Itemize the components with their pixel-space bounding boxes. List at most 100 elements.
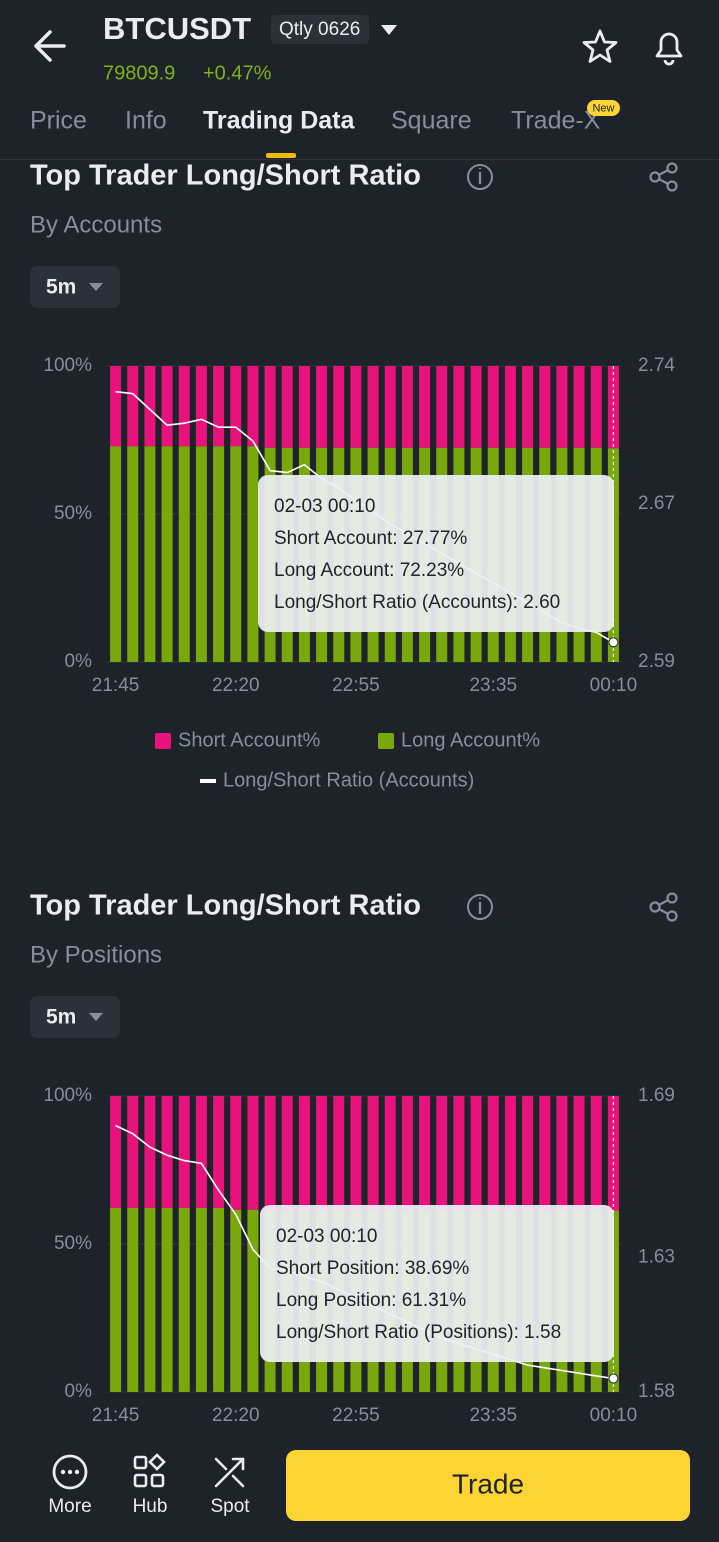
bar-segment (195, 366, 207, 447)
bar-segment (161, 446, 173, 662)
favorite-icon[interactable] (582, 29, 618, 63)
nav-label[interactable]: Hub (133, 1496, 168, 1517)
bar-segment (161, 1207, 173, 1392)
x-tick-label: 21:45 (92, 1405, 140, 1426)
bar-segment (213, 366, 225, 447)
interval-chip[interactable] (30, 996, 120, 1038)
bar-segment (178, 366, 190, 447)
x-tick-label: 23:35 (469, 675, 517, 696)
bar-segment (504, 366, 516, 448)
bar-segment (298, 1096, 310, 1210)
tooltip-line: Short Account: 27.77% (274, 528, 467, 549)
hover-point (608, 1373, 619, 1384)
bar-segment (230, 1209, 242, 1392)
x-tick-label: 00:10 (590, 675, 638, 696)
share-icon-node (666, 892, 678, 904)
bar-segment (127, 366, 139, 447)
y-tick-label: 50% (54, 1233, 92, 1254)
tab[interactable]: Square (391, 107, 472, 135)
bar-segment (247, 446, 259, 662)
hub-icon[interactable] (133, 1453, 166, 1488)
nav-label[interactable]: Spot (210, 1496, 250, 1517)
chart: Top Trader Long/Short Ratio By Accounts 5m… (30, 160, 678, 791)
bar-segment (453, 1096, 465, 1210)
trade-button[interactable] (286, 1450, 690, 1521)
bar-segment (316, 366, 328, 448)
more-icon-dot (74, 1469, 80, 1475)
legend-label[interactable]: Long Account% (401, 729, 540, 751)
bar-segment (195, 1096, 207, 1208)
price: 79809.9 (103, 62, 175, 84)
tab[interactable]: Info (125, 107, 167, 135)
badge-bg (587, 100, 620, 116)
bar-segment (178, 1207, 190, 1392)
interval-chip[interactable] (30, 266, 120, 308)
dropdown-icon[interactable] (381, 25, 397, 35)
contract-chip[interactable] (271, 15, 369, 44)
legend-label[interactable]: Long/Short Ratio (Accounts) (223, 769, 474, 791)
y2-tick-label: 1.63 (638, 1246, 675, 1267)
tab[interactable]: Trade-X (511, 107, 601, 135)
bar-segment (144, 446, 156, 662)
back-button[interactable] (34, 30, 66, 62)
bar-segment (607, 366, 619, 449)
contract: Qtly 0626 (279, 19, 360, 40)
bar-segment (333, 366, 345, 448)
bar-segment (144, 366, 156, 447)
bar-segment (367, 366, 379, 448)
spot-icon[interactable] (214, 1457, 245, 1488)
bar-segment (453, 366, 465, 448)
bar-segment (161, 1096, 173, 1208)
chart: Top Trader Long/Short Ratio By Positions 5… (30, 890, 678, 1426)
tooltip-line: Long/Short Ratio (Accounts): 2.60 (274, 592, 560, 613)
bar-segment (110, 1096, 122, 1208)
share-icon-node (666, 180, 678, 192)
bar-segment (590, 1096, 602, 1210)
bar-segment (556, 1096, 568, 1210)
info-icon[interactable] (467, 894, 493, 920)
bar-segment (470, 366, 482, 448)
notification-icon[interactable] (655, 32, 683, 66)
x-tick-label: 23:35 (469, 1405, 517, 1426)
bar-segment (401, 1096, 413, 1210)
bar-segment (247, 366, 259, 447)
tooltip-line: Long Position: 61.31% (276, 1290, 466, 1311)
x-tick-label: 22:20 (212, 1405, 260, 1426)
bar-segment (213, 446, 225, 662)
x-tick-label: 21:45 (92, 675, 140, 696)
hover-point (608, 637, 619, 648)
tooltip-line: Long/Short Ratio (Positions): 1.58 (276, 1322, 561, 1343)
bar-segment (350, 366, 362, 448)
bar-segment (384, 366, 396, 448)
bar-segment (573, 1096, 585, 1210)
chart-title: Top Trader Long/Short Ratio (30, 160, 421, 192)
chart-subtitle: By Accounts (30, 211, 162, 238)
bar-segment (436, 1096, 448, 1210)
bar-segment (316, 1096, 328, 1210)
bar-segment (556, 366, 568, 448)
info-icon[interactable] (467, 164, 493, 190)
bar-segment (127, 1207, 139, 1392)
chart-subtitle: By Positions (30, 941, 162, 968)
tooltip-time: 02-03 00:10 (276, 1226, 377, 1247)
bar-segment (127, 446, 139, 662)
symbol: BTCUSDT (103, 11, 251, 46)
bar-segment (487, 1096, 499, 1210)
bar-segment (178, 446, 190, 662)
bar-segment (230, 1096, 242, 1210)
bar-segment (110, 1207, 122, 1392)
bar-segment (367, 1096, 379, 1210)
bar-segment (333, 1096, 345, 1210)
nav-label[interactable]: More (48, 1496, 91, 1517)
tab[interactable]: Trading Data (203, 107, 356, 135)
legend-swatch (155, 733, 171, 749)
bar-segment (127, 1096, 139, 1208)
tooltip-time: 02-03 00:10 (274, 496, 375, 517)
y-tick-label: 50% (54, 503, 92, 524)
tab[interactable]: Price (30, 107, 87, 135)
legend-label[interactable]: Short Account% (178, 729, 321, 751)
bar-segment (607, 1096, 619, 1211)
more-icon-dot (60, 1469, 66, 1475)
bar-segment (264, 1096, 276, 1210)
more-icon[interactable] (52, 1454, 88, 1490)
